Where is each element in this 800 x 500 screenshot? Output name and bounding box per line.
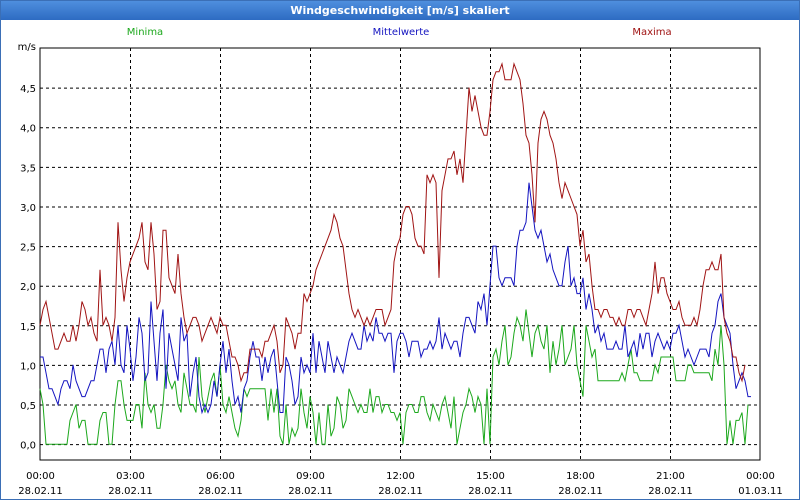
y-tick-label: 4,0 xyxy=(20,124,36,135)
legend-label-mean: Mittelwerte xyxy=(373,27,430,38)
x-tick-time-label: 15:00 xyxy=(476,471,505,482)
y-tick-label: 2,0 xyxy=(20,282,36,293)
y-tick-label: 3,5 xyxy=(20,163,36,174)
x-tick-date-label: 28.02.11 xyxy=(468,486,513,497)
x-tick-date-label: 28.02.11 xyxy=(648,486,693,497)
series-line-min xyxy=(39,309,749,445)
x-tick-date-label: 28.02.11 xyxy=(378,486,423,497)
x-tick-date-label: 01.03.11 xyxy=(738,486,783,497)
x-tick-time-label: 18:00 xyxy=(566,471,595,482)
x-tick-time-label: 00:00 xyxy=(26,471,55,482)
y-tick-label: 1,0 xyxy=(20,361,36,372)
series-line-max xyxy=(39,61,746,383)
grid-lines xyxy=(40,48,760,460)
x-tick-time-label: 12:00 xyxy=(386,471,415,482)
legend-label-min: Minima xyxy=(127,27,163,38)
axis-labels: 0,0 0,5 1,0 1,5 2,0 2,5 3,0 3,5 4,0 4,5 m/s 00:00 28… xyxy=(18,42,783,497)
chart-title: Windgeschwindigkeit [m/s] skaliert xyxy=(1,1,799,20)
y-tick-label: 4,5 xyxy=(20,84,36,95)
x-tick-time-label: 21:00 xyxy=(656,471,685,482)
y-tick-label: 2,5 xyxy=(20,243,36,254)
x-tick-time-label: 03:00 xyxy=(116,471,145,482)
x-tick-date-label: 28.02.11 xyxy=(198,486,243,497)
legend: Minima Mittelwerte Maxima xyxy=(127,27,672,38)
x-tick-time-label: 00:00 xyxy=(746,471,775,482)
series-line-mean xyxy=(40,182,751,415)
legend-label-max: Maxima xyxy=(632,27,671,38)
x-tick-time-label: 06:00 xyxy=(206,471,235,482)
y-tick-label: 0,0 xyxy=(20,441,36,452)
series-lines xyxy=(39,61,751,445)
x-tick-date-label: 28.02.11 xyxy=(288,486,333,497)
x-tick-time-label: 09:00 xyxy=(296,471,325,482)
y-tick-label: 0,5 xyxy=(20,401,36,412)
y-tick-label: 1,5 xyxy=(20,322,36,333)
y-axis-unit-label: m/s xyxy=(18,42,36,53)
y-tick-label: 3,0 xyxy=(20,203,36,214)
x-tick-date-label: 28.02.11 xyxy=(18,486,63,497)
x-tick-date-label: 28.02.11 xyxy=(558,486,603,497)
x-tick-date-label: 28.02.11 xyxy=(108,486,153,497)
